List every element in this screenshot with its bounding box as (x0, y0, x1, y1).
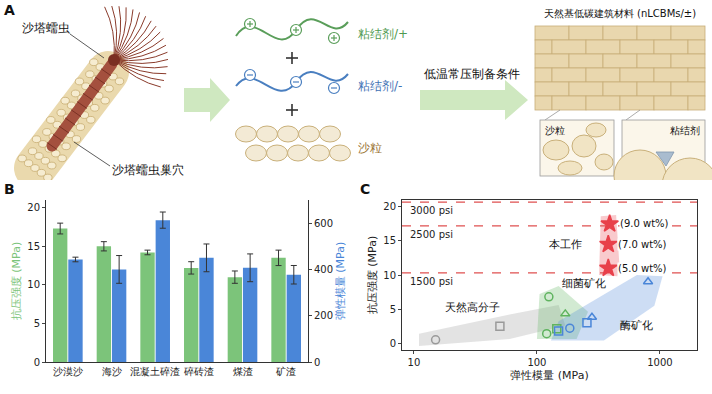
svg-text:沙塔蠕虫巢穴: 沙塔蠕虫巢穴 (112, 163, 184, 177)
svg-text:弹性模量 (MPa): 弹性模量 (MPa) (510, 369, 588, 382)
svg-text:粘结剂/-: 粘结剂/- (358, 79, 402, 93)
svg-text:混凝土碎渣: 混凝土碎渣 (130, 366, 180, 377)
svg-text:5: 5 (390, 304, 396, 315)
svg-text:10: 10 (383, 270, 396, 281)
html-text:B: B (4, 181, 15, 197)
svg-text:抗压强度 (MPa): 抗压强度 (MPa) (366, 236, 379, 314)
svg-text:1500 psi: 1500 psi (410, 276, 453, 287)
svg-text:沙漠沙: 沙漠沙 (53, 366, 83, 377)
svg-text:天然基低碳建筑材料 (nLCBMs/±): 天然基低碳建筑材料 (nLCBMs/±) (544, 8, 696, 19)
svg-text:20: 20 (27, 202, 40, 213)
svg-text:沙塔蠕虫: 沙塔蠕虫 (22, 21, 70, 35)
svg-text:A: A (4, 2, 15, 18)
svg-text:细菌矿化: 细菌矿化 (562, 277, 606, 290)
svg-text:海沙: 海沙 (102, 366, 122, 377)
svg-text:弹性模量 (MPa): 弹性模量 (MPa) (334, 242, 347, 320)
svg-text:1000: 1000 (647, 357, 672, 368)
svg-text:0: 0 (34, 357, 40, 368)
svg-text:粘结剂/+: 粘结剂/+ (358, 27, 408, 41)
svg-text:10: 10 (408, 357, 421, 368)
svg-text:沙粒: 沙粒 (545, 125, 565, 136)
svg-text:碎砖渣: 碎砖渣 (183, 366, 214, 377)
svg-text:10: 10 (27, 279, 40, 290)
svg-text:低温常压制备条件: 低温常压制备条件 (424, 67, 520, 81)
svg-text:3000 psi: 3000 psi (410, 205, 453, 216)
svg-text:15: 15 (27, 241, 40, 252)
svg-text:本工作: 本工作 (549, 238, 582, 251)
svg-text:煤渣: 煤渣 (233, 366, 253, 377)
svg-text:15: 15 (383, 235, 396, 246)
html-text:C: C (360, 181, 371, 197)
svg-text:400: 400 (314, 264, 333, 275)
svg-text:粘结剂: 粘结剂 (670, 125, 700, 136)
svg-text:2500 psi: 2500 psi (410, 229, 453, 240)
svg-text:100: 100 (527, 357, 546, 368)
svg-text:5: 5 (34, 318, 40, 329)
svg-text:(7.0 wt%): (7.0 wt%) (618, 239, 667, 250)
svg-text:200: 200 (314, 310, 333, 321)
svg-text:(5.0 wt%): (5.0 wt%) (618, 263, 667, 274)
svg-text:酶矿化: 酶矿化 (620, 319, 653, 332)
svg-text:600: 600 (314, 218, 333, 229)
svg-text:抗压强度 (MPa): 抗压强度 (MPa) (10, 242, 23, 320)
svg-text:20: 20 (383, 201, 396, 212)
svg-text:0: 0 (314, 357, 320, 368)
svg-text:沙粒: 沙粒 (358, 141, 382, 155)
svg-text:0: 0 (390, 338, 396, 349)
svg-text:矿渣: 矿渣 (275, 366, 296, 377)
svg-text:(9.0 wt%): (9.0 wt%) (620, 218, 669, 229)
svg-text:天然高分子: 天然高分子 (445, 301, 500, 314)
